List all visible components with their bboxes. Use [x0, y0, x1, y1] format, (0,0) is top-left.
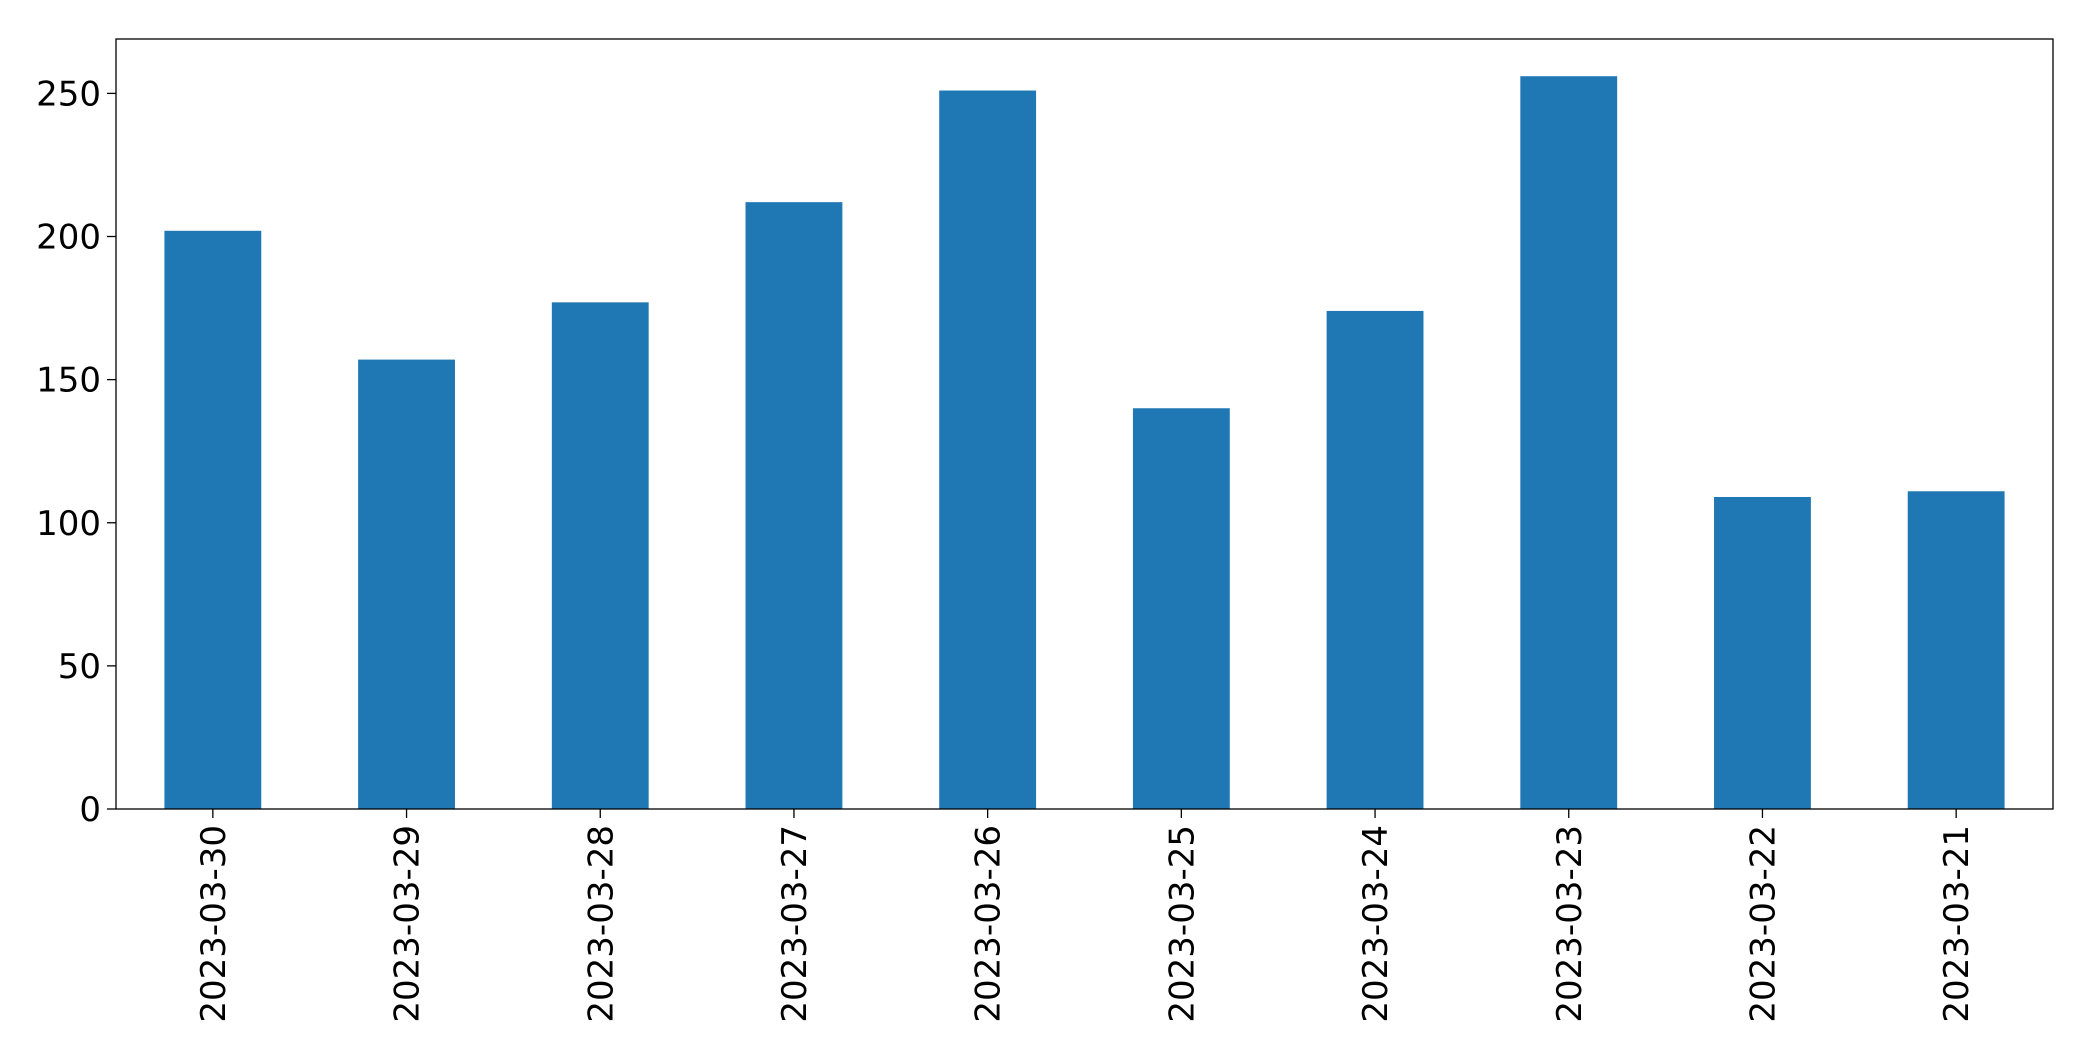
x-tick-label: 2023-03-29: [388, 825, 428, 1023]
y-tick-label: 200: [36, 218, 101, 258]
bar: [1520, 76, 1618, 809]
x-tick-label: 2023-03-25: [1162, 825, 1202, 1023]
y-tick-label: 100: [36, 504, 101, 544]
bar: [745, 202, 843, 809]
bar: [1132, 408, 1230, 809]
x-tick-label: 2023-03-30: [194, 825, 234, 1023]
x-tick-label: 2023-03-23: [1550, 825, 1590, 1023]
x-tick-label: 2023-03-21: [1937, 825, 1977, 1023]
bar: [164, 230, 262, 809]
y-tick-label: 0: [79, 790, 101, 830]
bar: [1907, 491, 2005, 809]
bar: [1714, 496, 1811, 809]
x-tick-label: 2023-03-22: [1743, 825, 1783, 1023]
y-tick-label: 50: [58, 647, 101, 687]
x-tick-label: 2023-03-28: [581, 825, 621, 1023]
bar: [939, 90, 1037, 809]
y-tick-label: 250: [36, 74, 101, 114]
bar: [1326, 310, 1424, 809]
x-tick-label: 2023-03-24: [1356, 825, 1396, 1023]
bar: [551, 302, 649, 809]
plot-frame: [115, 38, 2054, 810]
x-tick-label: 2023-03-26: [969, 825, 1009, 1023]
x-tick-label: 2023-03-27: [775, 825, 815, 1023]
y-tick-label: 150: [36, 361, 101, 401]
bar: [358, 359, 455, 809]
